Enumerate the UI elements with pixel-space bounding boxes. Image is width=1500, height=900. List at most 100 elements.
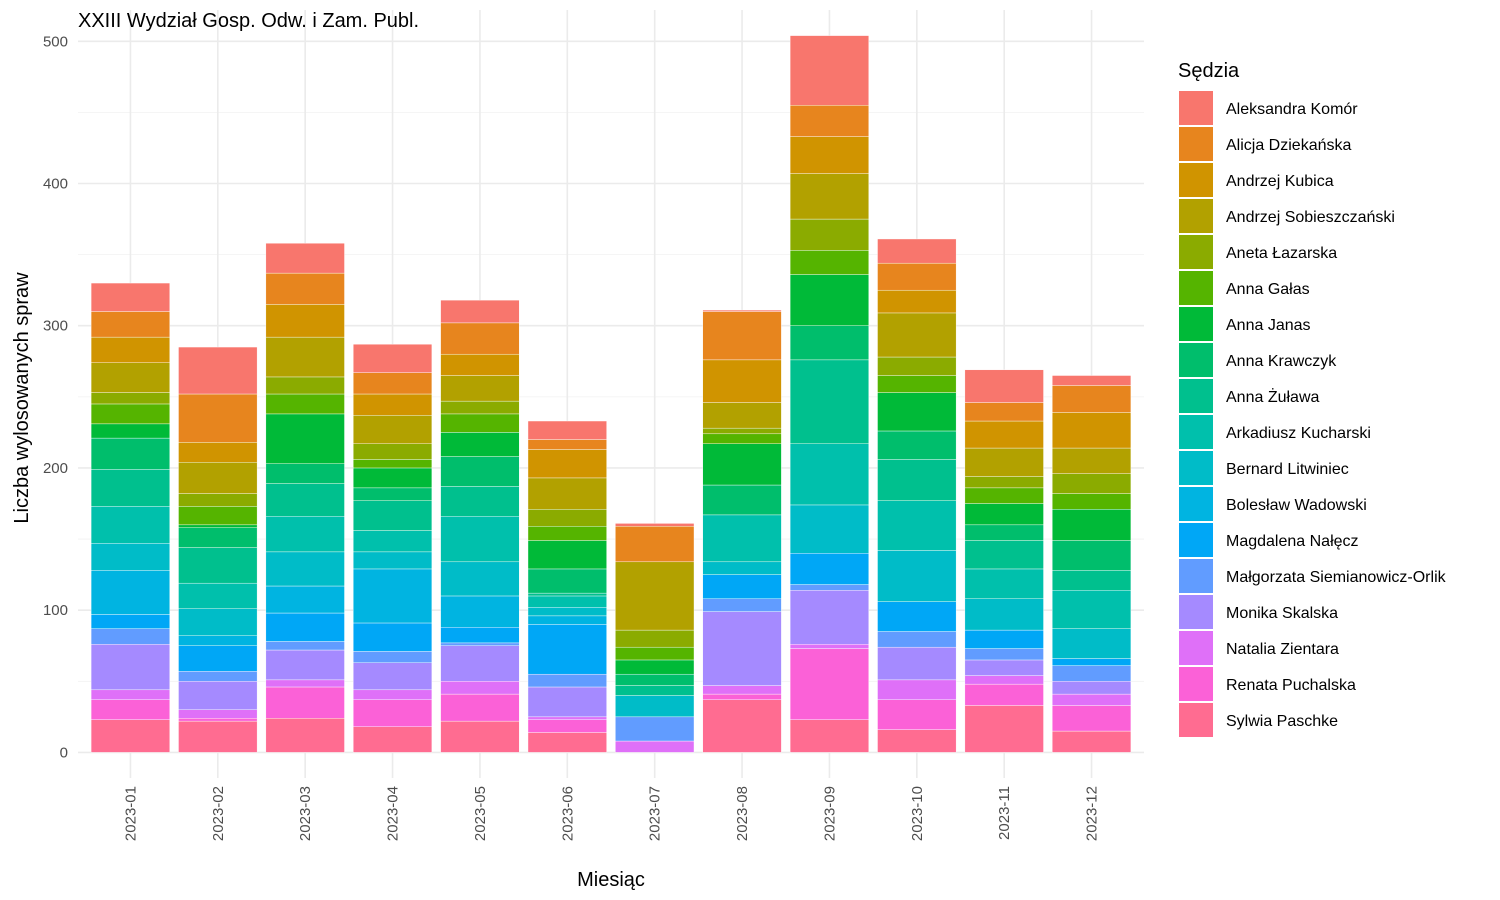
legend-label: Renata Puchalska [1226, 677, 1356, 694]
bar-segment [615, 716, 695, 742]
bar-segment [353, 500, 433, 531]
legend-label: Natalia Zientara [1226, 641, 1339, 658]
bar-segment [90, 469, 170, 507]
legend-swatch [1179, 559, 1213, 593]
bar-segment [964, 402, 1044, 422]
legend-label: Andrzej Sobieszczański [1226, 209, 1395, 226]
bar-segment [265, 376, 345, 395]
bar-segment [265, 718, 345, 753]
legend-swatch [1179, 271, 1213, 305]
bar-segment [702, 484, 782, 516]
y-tick-label: 0 [60, 744, 68, 761]
bar-segment [265, 243, 345, 274]
bar-segment [178, 442, 258, 463]
bar-segment [440, 627, 520, 644]
bar-segment [178, 506, 258, 526]
bar-segment [615, 523, 695, 527]
bar-segment [527, 719, 607, 733]
bar-segment [1052, 540, 1132, 571]
bar-segment [789, 553, 869, 585]
legend-label: Monika Skalska [1226, 605, 1338, 622]
bar-segment [702, 309, 782, 312]
bar-segment [353, 443, 433, 460]
x-tick-label: 2023-12 [1084, 786, 1101, 841]
bar-segment [90, 699, 170, 720]
bar-segment [265, 483, 345, 517]
bar-segment [789, 35, 869, 106]
bar-segment [964, 675, 1044, 685]
bar-segment [265, 641, 345, 651]
bar-segment [178, 608, 258, 636]
legend-label: Anna Janas [1226, 317, 1311, 334]
bar-segment [1052, 730, 1132, 753]
legend-label: Bolesław Wadowski [1226, 497, 1367, 514]
x-tick-label: 2023-06 [559, 786, 576, 841]
bar-segment [877, 550, 957, 602]
bar-segment [440, 456, 520, 487]
legend-label: Sylwia Paschke [1226, 713, 1338, 730]
bar-segment [353, 344, 433, 373]
bar-segment [964, 659, 1044, 676]
bar-segment [178, 720, 258, 753]
bar-segment [789, 136, 869, 174]
legend-label: Anna Gałas [1226, 281, 1310, 298]
bar-segment [440, 595, 520, 628]
bar-segment [178, 547, 258, 584]
legend-label: Andrzej Kubica [1226, 173, 1334, 190]
bar-segment [90, 644, 170, 691]
bar-segment [440, 693, 520, 722]
bar-segment [265, 585, 345, 614]
legend-label: Alicja Dziekańska [1226, 137, 1351, 154]
bar-segment [527, 716, 607, 720]
bar-segment [440, 322, 520, 355]
bar-segment [90, 336, 170, 363]
y-tick-label: 500 [43, 33, 68, 50]
bar-segment [789, 218, 869, 251]
bar-segment [90, 392, 170, 405]
bar-segment [1052, 665, 1132, 682]
bar-segment [90, 437, 170, 470]
bar-segment [702, 427, 782, 435]
bar-segment [265, 612, 345, 642]
bar-segment [964, 683, 1044, 706]
bar-segment [964, 420, 1044, 449]
bar-segment [265, 649, 345, 681]
bar-segment [440, 681, 520, 695]
bar-segment [178, 393, 258, 443]
bar-segment [527, 420, 607, 440]
bar-segment [877, 430, 957, 460]
legend-swatch [1179, 163, 1213, 197]
x-tick-label: 2023-05 [472, 786, 489, 841]
bar-segment [702, 311, 782, 361]
x-axis-ticks: 2023-01 2023-02 2023-03 2023-04 2023-05 2023-… [122, 786, 1100, 841]
legend-label: Magdalena Nałęcz [1226, 533, 1359, 550]
bar-segment [90, 423, 170, 439]
x-tick-label: 2023-10 [909, 786, 926, 841]
bar-segment [789, 719, 869, 753]
y-axis-ticks: 0 100 200 300 400 500 [43, 33, 68, 761]
bar-segment [265, 272, 345, 305]
x-tick-label: 2023-02 [210, 786, 227, 841]
bar-segment [440, 561, 520, 597]
legend-label: Anna Krawczyk [1226, 353, 1337, 370]
bar-segment [877, 392, 957, 432]
y-tick-label: 400 [43, 176, 68, 193]
bar-segment [789, 443, 869, 506]
y-tick-label: 100 [43, 602, 68, 619]
bar-segment [178, 527, 258, 548]
bar-segment [877, 679, 957, 700]
bar-segment [353, 622, 433, 652]
bar-segment [527, 540, 607, 570]
bar-segment [90, 689, 170, 700]
bar-segment [702, 611, 782, 686]
bar-segment [527, 449, 607, 479]
bar-segment [440, 413, 520, 433]
x-tick-label: 2023-11 [996, 786, 1013, 840]
bar-segment [964, 503, 1044, 526]
bar-segment [527, 592, 607, 597]
bar-segment [789, 648, 869, 720]
legend-label: Małgorzata Siemianowicz-Orlik [1226, 569, 1447, 586]
bar-segment [353, 530, 433, 553]
legend-swatch [1179, 199, 1213, 233]
bar-segment [527, 732, 607, 753]
